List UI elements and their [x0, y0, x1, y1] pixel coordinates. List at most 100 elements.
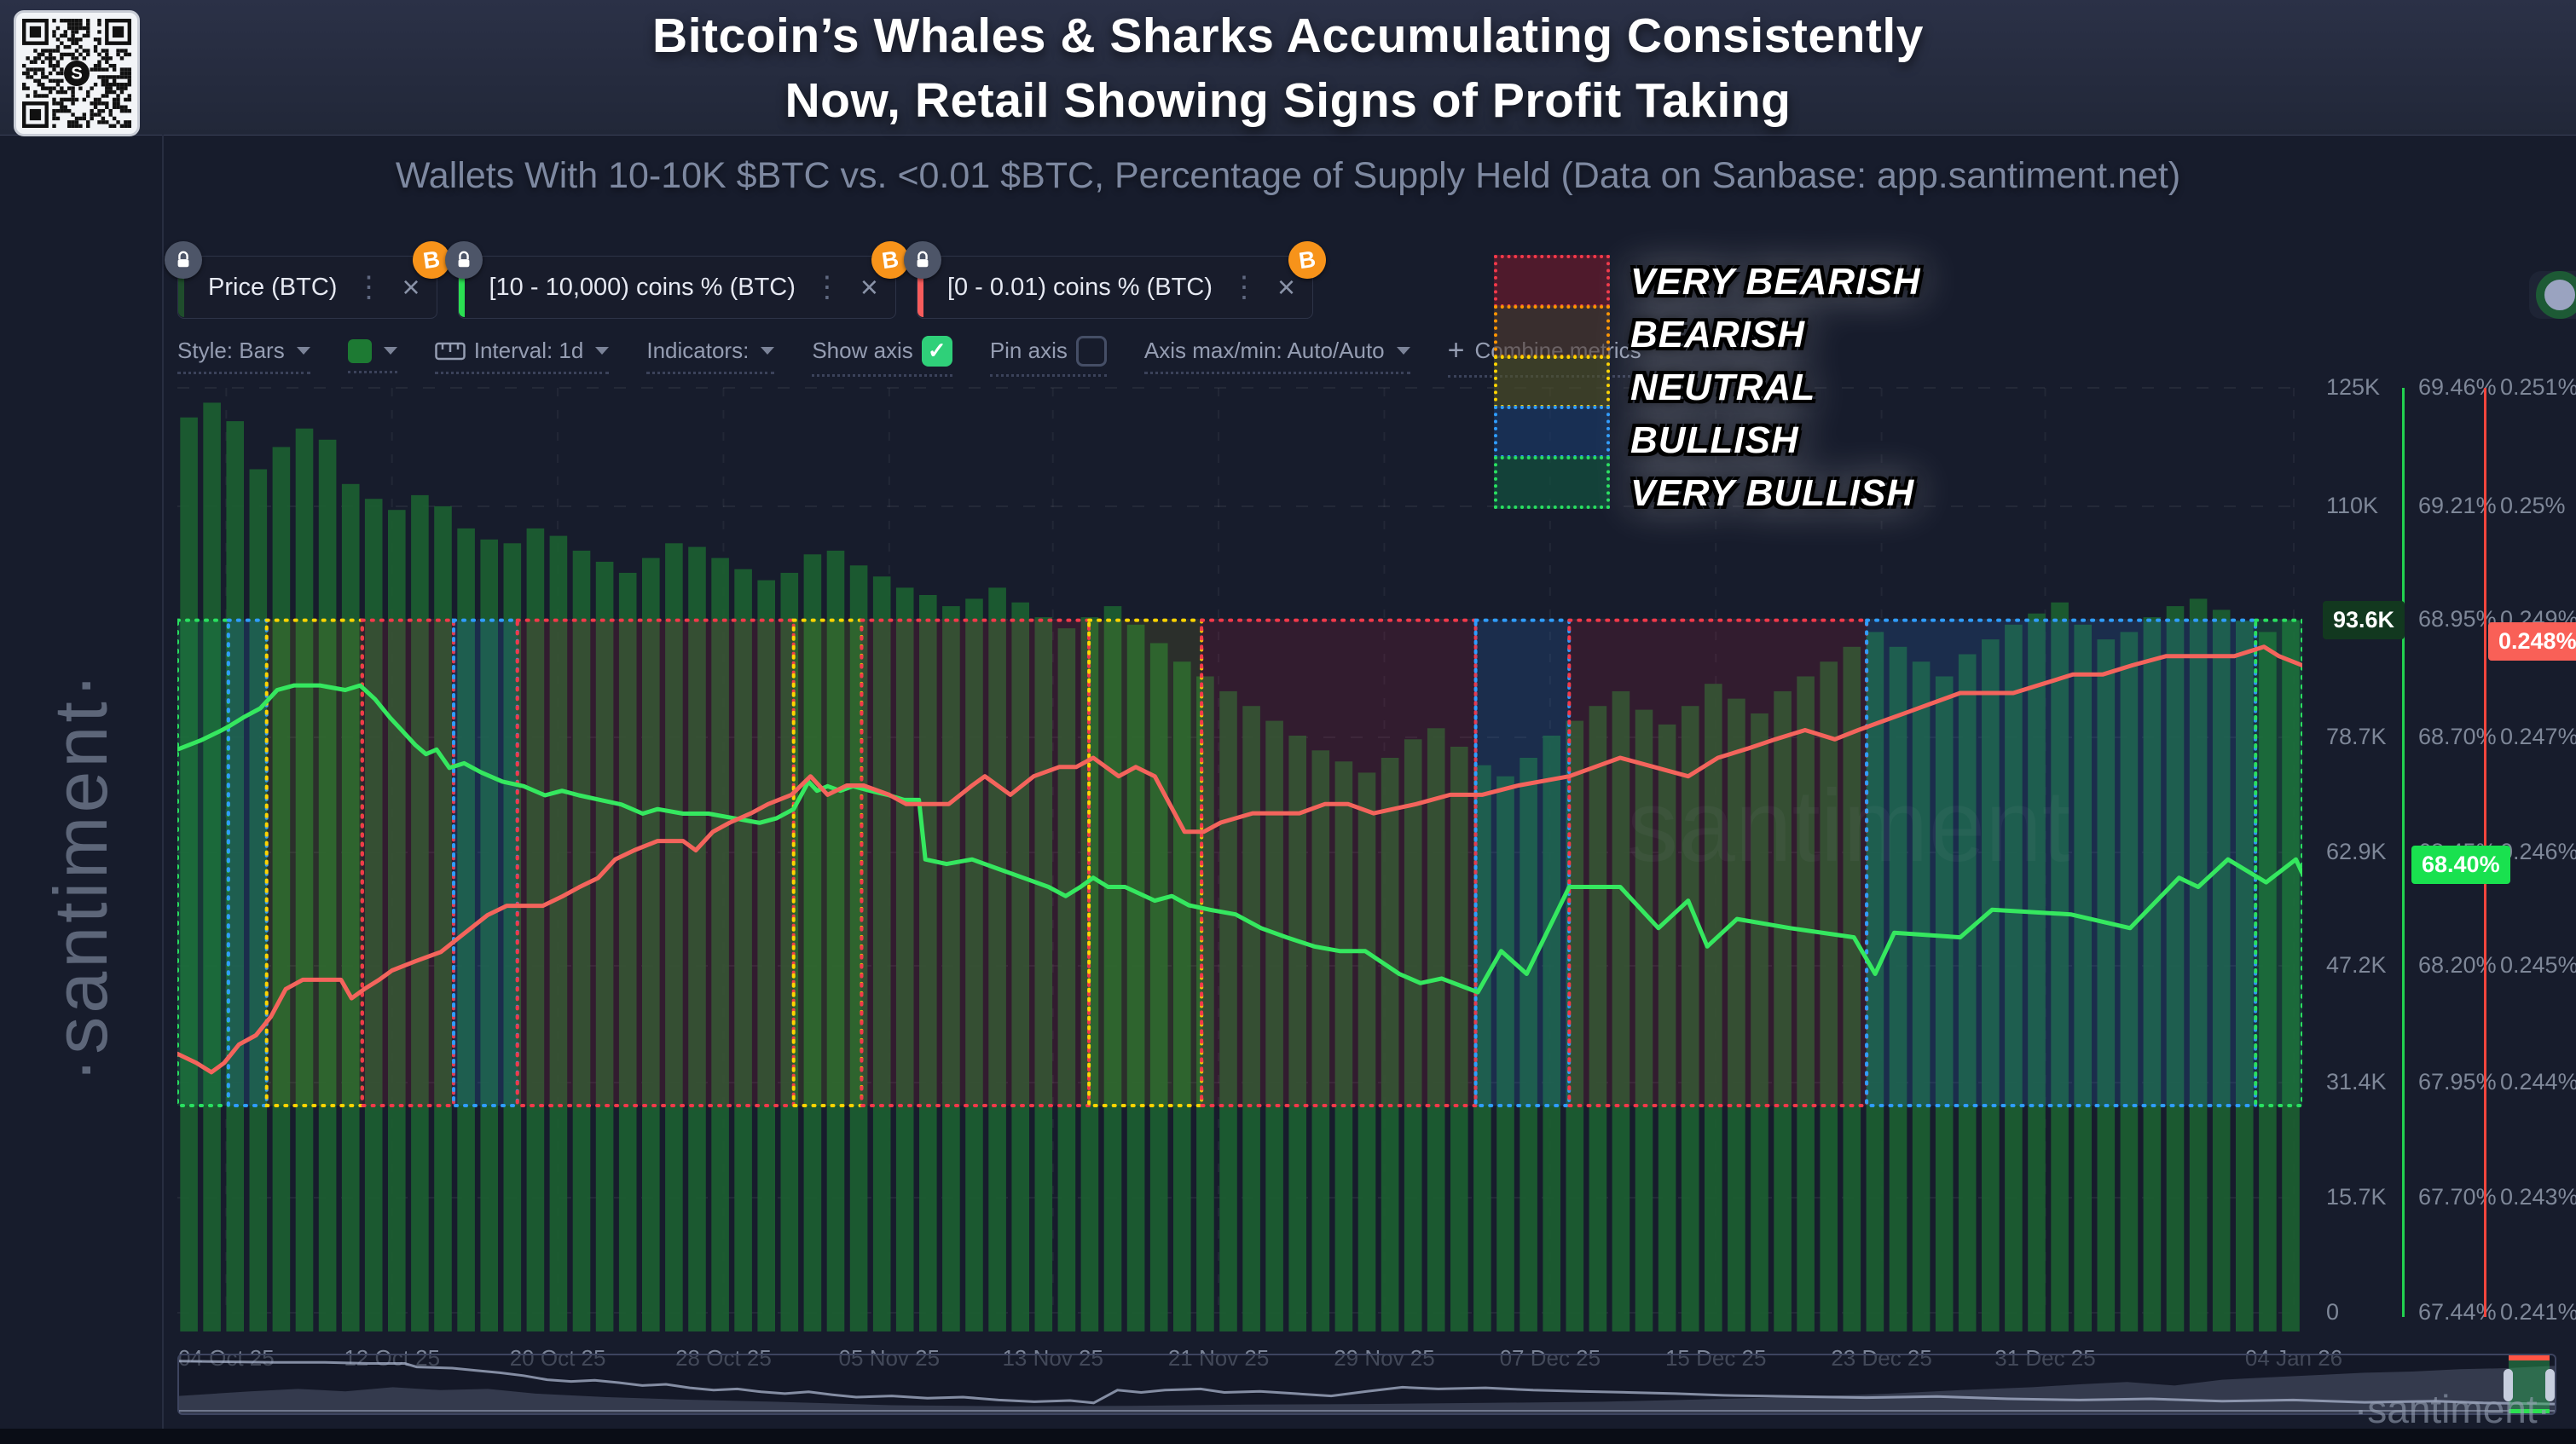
- tab-price-btc[interactable]: B Price (BTC) ⋮ ×: [165, 239, 454, 319]
- svg-text:santiment: santiment: [1627, 769, 2070, 883]
- page-title-line2: Now, Retail Showing Signs of Profit Taki…: [784, 73, 1792, 128]
- scrubber-grip-right[interactable]: [2545, 1368, 2555, 1401]
- legend-label: BEARISH: [1630, 314, 1806, 355]
- scrubber-selection-handle[interactable]: [2504, 1355, 2555, 1413]
- show-axis-toggle[interactable]: Show axis ✓: [812, 335, 952, 377]
- whale-current-badge: 68.40%: [2411, 846, 2510, 884]
- axis-tick-label: 69.21%: [2418, 493, 2497, 518]
- metric-accent-bar: [917, 257, 923, 317]
- timeline-scrubber[interactable]: [177, 1354, 2556, 1415]
- chevron-down-icon: [761, 347, 775, 355]
- santiment-watermark: ·santiment·: [2353, 1387, 2550, 1431]
- lock-icon: [903, 241, 941, 279]
- pin-axis-toggle[interactable]: Pin axis: [989, 335, 1107, 377]
- show-axis-checkbox[interactable]: ✓: [921, 335, 952, 367]
- recenter-button[interactable]: [2529, 271, 2576, 319]
- axis-tick-label: 0: [2326, 1299, 2340, 1325]
- metric-tabs: B Price (BTC) ⋮ × B [10 - 10,000) coins …: [165, 239, 1329, 319]
- chevron-down-icon: [1396, 347, 1410, 355]
- left-rail-divider: [162, 135, 164, 1444]
- axis-tick-label: 110K: [2326, 493, 2379, 518]
- show-axis-label: Show axis: [812, 338, 913, 363]
- svg-text:S: S: [71, 65, 83, 84]
- metric-tab-label: Price (BTC): [208, 273, 338, 301]
- axis-tick-label: 47.2K: [2326, 952, 2387, 978]
- style-dropdown[interactable]: Style: Bars: [177, 338, 310, 374]
- chevron-down-icon: [296, 347, 310, 355]
- legend-swatch-bearish: [1494, 305, 1610, 358]
- footer-strip: [0, 1429, 2576, 1444]
- header: S Bitcoin’s Whales & Sharks Accumulating…: [0, 0, 2576, 136]
- indicators-label: Indicators:: [646, 338, 750, 363]
- tab-10-10000-coins[interactable]: B [10 - 10,000) coins % (BTC) ⋮ ×: [445, 239, 912, 319]
- metric-accent-bar: [178, 257, 184, 317]
- page-title: Bitcoin’s Whales & Sharks Accumulating C…: [0, 3, 2576, 133]
- page-title-line1: Bitcoin’s Whales & Sharks Accumulating C…: [652, 9, 1924, 63]
- interval-dropdown[interactable]: Interval: 1d: [434, 338, 610, 374]
- qr-code: S: [14, 10, 140, 136]
- close-icon[interactable]: ×: [860, 269, 878, 304]
- axis-tick-label: 67.70%: [2418, 1184, 2497, 1210]
- legend-swatch-very-bearish: [1494, 255, 1610, 308]
- axis-tick-label: 68.95%: [2418, 606, 2497, 632]
- axis-tick-label: 68.20%: [2418, 952, 2497, 978]
- legend-swatch-neutral: [1494, 355, 1610, 408]
- axis-tick-label: 68.70%: [2418, 724, 2497, 749]
- plus-icon: +: [1447, 334, 1465, 367]
- legend-label: NEUTRAL: [1630, 367, 1816, 408]
- retail-current-badge: 0.248%: [2488, 622, 2576, 661]
- axis-tick-label: 0.246%: [2500, 839, 2576, 864]
- axis-tick-label: 62.9K: [2326, 839, 2387, 864]
- axis-tick-label: 0.247%: [2500, 724, 2576, 749]
- axis-tick-label: 0.251%: [2500, 374, 2576, 400]
- axis-tick-label: 0.25%: [2500, 493, 2566, 518]
- sentiment-legend-swatches: [1494, 255, 1610, 509]
- axis-tick-label: 0.241%: [2500, 1299, 2576, 1325]
- ruler-icon: [434, 342, 466, 360]
- axis-tick-label: 31.4K: [2326, 1069, 2387, 1095]
- axis-tick-label: 67.44%: [2418, 1299, 2497, 1325]
- santiment-wordmark-vertical: ·santiment·: [38, 669, 123, 1083]
- axis-tick-label: 15.7K: [2326, 1184, 2387, 1210]
- axis-tick-label: 0.243%: [2500, 1184, 2576, 1210]
- color-swatch-dropdown[interactable]: [347, 338, 397, 373]
- axis-tick-label: 69.46%: [2418, 374, 2497, 400]
- metric-accent-bar: [459, 257, 466, 317]
- legend-swatch-bullish: [1494, 406, 1610, 459]
- lock-icon: [445, 241, 483, 279]
- price-current-badge: 93.6K: [2323, 601, 2405, 639]
- chevron-down-icon: [595, 347, 610, 355]
- metric-tab-label: [10 - 10,000) coins % (BTC): [489, 273, 796, 301]
- kebab-menu-icon[interactable]: ⋮: [812, 271, 842, 303]
- axis-maxmin-label: Axis max/min: Auto/Auto: [1143, 338, 1385, 363]
- axis-tick-label: 0.245%: [2500, 952, 2576, 978]
- close-icon[interactable]: ×: [1276, 269, 1295, 304]
- axis-maxmin-dropdown[interactable]: Axis max/min: Auto/Auto: [1143, 338, 1410, 374]
- axis-tick-label: 125K: [2326, 374, 2381, 400]
- interval-label: Interval: 1d: [473, 338, 584, 363]
- chart-toolbar: Style: Bars Interval: 1d Indicators: Sho…: [177, 334, 1641, 378]
- legend-label: BULLISH: [1630, 419, 1799, 461]
- pin-axis-label: Pin axis: [989, 338, 1068, 363]
- style-dropdown-label: Style: Bars: [177, 338, 285, 363]
- axis-tick-label: 78.7K: [2326, 724, 2387, 749]
- kebab-menu-icon[interactable]: ⋮: [1229, 271, 1259, 303]
- legend-label: VERY BULLISH: [1630, 472, 1915, 514]
- tab-0-001-coins[interactable]: B [0 - 0.01) coins % (BTC) ⋮ ×: [903, 239, 1329, 319]
- color-swatch: [347, 338, 372, 363]
- target-icon: [2536, 271, 2576, 319]
- indicators-dropdown[interactable]: Indicators:: [646, 338, 775, 374]
- lock-icon: [165, 241, 202, 279]
- legend-label: VERY BEARISH: [1630, 261, 1921, 303]
- pin-axis-checkbox[interactable]: [1075, 335, 1107, 367]
- sentiment-legend-labels: VERY BEARISH BEARISH NEUTRAL BULLISH VERY BU…: [1630, 256, 1920, 520]
- metric-tab-label: [0 - 0.01) coins % (BTC): [946, 273, 1213, 301]
- scrubber-grip-left[interactable]: [2504, 1368, 2513, 1401]
- price-supply-chart[interactable]: santiment: [175, 384, 2305, 1337]
- close-icon[interactable]: ×: [402, 269, 420, 304]
- axis-tick-label: 0.244%: [2500, 1069, 2576, 1095]
- axis-tick-label: 67.95%: [2418, 1069, 2497, 1095]
- chevron-down-icon: [383, 347, 397, 355]
- kebab-menu-icon[interactable]: ⋮: [354, 271, 384, 303]
